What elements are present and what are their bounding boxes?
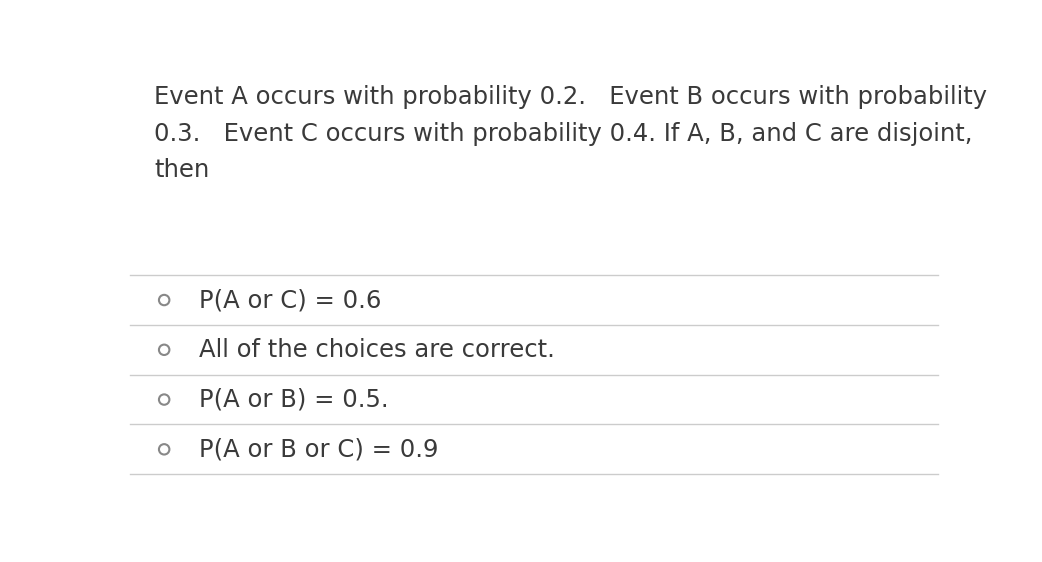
Text: then: then	[154, 158, 209, 182]
Text: P(A or B or C) = 0.9: P(A or B or C) = 0.9	[199, 437, 439, 461]
Text: P(A or C) = 0.6: P(A or C) = 0.6	[199, 288, 381, 312]
Text: P(A or B) = 0.5.: P(A or B) = 0.5.	[199, 388, 389, 411]
Text: Event A occurs with probability 0.2.   Event B occurs with probability: Event A occurs with probability 0.2. Eve…	[154, 85, 988, 109]
Text: 0.3.   Event C occurs with probability 0.4. If A, B, and C are disjoint,: 0.3. Event C occurs with probability 0.4…	[154, 121, 973, 146]
Text: All of the choices are correct.: All of the choices are correct.	[199, 338, 554, 362]
